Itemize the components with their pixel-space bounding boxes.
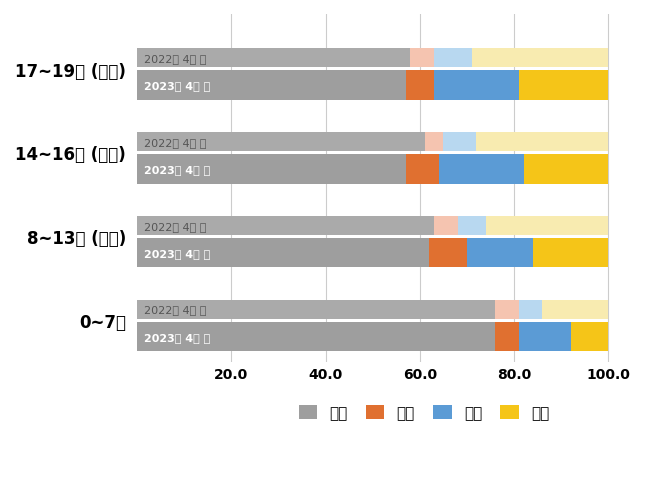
Bar — [434, 49, 472, 68]
Text: 2022년 4월 말: 2022년 4월 말 — [144, 54, 206, 63]
Text: 2022년 4월 말: 2022년 4월 말 — [144, 137, 206, 147]
Bar — [542, 301, 608, 319]
Text: 2022년 4월 말: 2022년 4월 말 — [144, 221, 206, 231]
Bar — [496, 301, 519, 319]
Bar — [406, 155, 439, 184]
Bar — [137, 71, 406, 100]
Bar — [137, 155, 406, 184]
Bar — [137, 217, 434, 235]
Bar — [439, 155, 523, 184]
Bar — [443, 133, 476, 151]
Bar — [137, 239, 429, 268]
Bar — [434, 217, 457, 235]
Bar — [496, 322, 519, 352]
Text: 2023년 4월 말: 2023년 4월 말 — [144, 81, 210, 91]
Bar — [523, 155, 608, 184]
Text: 2022년 4월 말: 2022년 4월 말 — [144, 305, 206, 315]
Bar — [467, 239, 533, 268]
Bar — [519, 301, 542, 319]
Text: 2023년 4월 말: 2023년 4월 말 — [144, 248, 210, 258]
Bar — [429, 239, 467, 268]
Bar — [486, 217, 608, 235]
Bar — [533, 239, 608, 268]
Bar — [457, 217, 486, 235]
Bar — [424, 133, 443, 151]
Legend: 주식, 단기, 채권, 기타: 주식, 단기, 채권, 기타 — [291, 398, 557, 428]
Bar — [434, 71, 519, 100]
Bar — [137, 301, 496, 319]
Bar — [410, 49, 434, 68]
Bar — [137, 49, 410, 68]
Bar — [519, 71, 608, 100]
Bar — [571, 322, 608, 352]
Bar — [406, 71, 434, 100]
Bar — [476, 133, 608, 151]
Text: 2023년 4월 말: 2023년 4월 말 — [144, 165, 210, 175]
Bar — [137, 322, 496, 352]
Bar — [519, 322, 571, 352]
Text: 2023년 4월 말: 2023년 4월 말 — [144, 332, 210, 342]
Bar — [137, 133, 424, 151]
Bar — [472, 49, 608, 68]
